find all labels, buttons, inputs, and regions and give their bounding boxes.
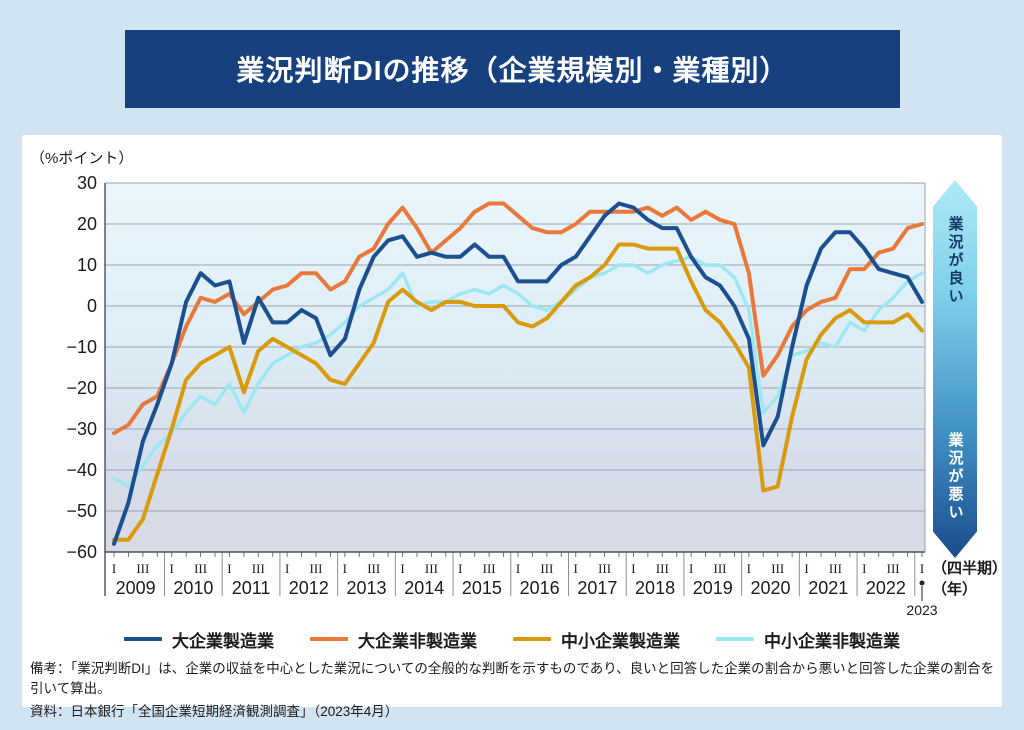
- y-axis-tick-label: 10: [77, 255, 97, 275]
- year-label: 2017: [577, 578, 617, 598]
- quarter-label-q1: I: [862, 561, 866, 576]
- quarter-label-q1: I: [343, 561, 347, 576]
- y-axis-tick-label: −20: [66, 378, 97, 398]
- note-remark: 備考：「業況判断DI」は、企業の収益を中心とした業況についての全般的な判断を示す…: [30, 661, 995, 696]
- year-label: 2022: [866, 578, 906, 598]
- business-condition-gradient-arrow-icon: 業況が良い 業況が悪い: [933, 180, 977, 558]
- legend-label: 中小企業非製造業: [764, 631, 900, 651]
- legend-line-swatch-icon: [513, 637, 551, 641]
- year-label: 2011: [232, 578, 271, 598]
- quarter-label-q1: I: [804, 561, 808, 576]
- quarter-label-q3: III: [714, 561, 727, 576]
- y-axis-tick-label: −60: [66, 542, 97, 562]
- note-source: 資料：日本銀行「全国企業短期経済観測調査」（2023年4月）: [30, 704, 399, 720]
- legend-label: 大企業非製造業: [358, 631, 477, 651]
- quarter-label-q3: III: [887, 561, 900, 576]
- quarter-label-q1: I: [170, 561, 174, 576]
- plot-background: [105, 183, 925, 552]
- quarter-label-q3: III: [136, 561, 149, 576]
- quarter-label-q1: I: [516, 561, 520, 576]
- quarter-label-q3: III: [540, 561, 553, 576]
- series-line-中小企業製造業: [112, 242, 924, 542]
- y-axis-tick-label: −40: [66, 460, 97, 480]
- series-line-大企業非製造業: [112, 201, 924, 436]
- year-label: 2016: [520, 578, 560, 598]
- year-label: 2019: [693, 578, 733, 598]
- year-label: 2020: [750, 578, 790, 598]
- legend-line-swatch-icon: [716, 637, 754, 641]
- legend: 大企業製造業 大企業非製造業 中小企業製造業 中小企業非製造業: [22, 625, 1002, 653]
- quarter-label-q3: III: [483, 561, 496, 576]
- year-label: 2010: [173, 578, 213, 598]
- quarter-label-q3: III: [194, 561, 207, 576]
- chart-card: （%ポイント） 30 20 10 0 −10 −20 −30 −40 −50 −60 I III 200…: [22, 135, 1002, 719]
- year-label: 2009: [116, 578, 156, 598]
- year-label: 2014: [404, 578, 444, 598]
- y-axis-tick-label: 30: [77, 173, 97, 193]
- y-axis-tick-label: 20: [77, 214, 97, 234]
- page-title: 業況判断DIの推移（企業規模別・業種別）: [236, 55, 789, 86]
- quarter-label-q3: III: [425, 561, 438, 576]
- final-year-dot-icon: [919, 580, 925, 586]
- legend-item: 中小企業非製造業: [716, 627, 900, 652]
- legend-item: 大企業非製造業: [310, 627, 477, 652]
- quarter-label-q3: III: [252, 561, 265, 576]
- quarter-label-q1: I: [400, 561, 404, 576]
- legend-line-swatch-icon: [124, 637, 162, 641]
- legend-label: 大企業製造業: [172, 631, 274, 651]
- year-label: 2015: [462, 578, 502, 598]
- quarter-label-q1: I: [458, 561, 462, 576]
- quarter-label-q1: I: [112, 561, 116, 576]
- year-label: 2021: [808, 578, 848, 598]
- y-axis-tick-label: −50: [66, 501, 97, 521]
- legend-label: 中小企業製造業: [561, 631, 680, 651]
- axis-note-quarter: （四半期）: [932, 559, 1002, 577]
- quarter-label-q3: III: [829, 561, 842, 576]
- quarter-label-q1: I: [747, 561, 751, 576]
- quarter-label-q3: III: [771, 561, 784, 576]
- arrow-label-good: 業況が良い: [946, 216, 964, 306]
- year-label: 2013: [346, 578, 386, 598]
- legend-line-swatch-icon: [310, 637, 348, 641]
- quarter-label-q3: III: [656, 561, 669, 576]
- y-axis-tick-label: −10: [66, 337, 97, 357]
- notes: 備考：「業況判断DI」は、企業の収益を中心とした業況についての全般的な判断を示す…: [30, 659, 996, 726]
- quarter-label-q3: III: [598, 561, 611, 576]
- year-label: 2012: [289, 578, 329, 598]
- series-line-大企業製造業: [112, 201, 924, 546]
- y-axis-tick-label: −30: [66, 419, 97, 439]
- title-banner: 業況判断DIの推移（企業規模別・業種別）: [125, 30, 900, 108]
- y-axis-tick-label: 0: [87, 296, 97, 316]
- legend-item: 大企業製造業: [124, 627, 274, 652]
- quarter-label-q3: III: [367, 561, 380, 576]
- quarter-label-q1: I: [631, 561, 635, 576]
- quarter-label-q3: III: [310, 561, 323, 576]
- arrow-label-bad: 業況が悪い: [946, 432, 964, 522]
- quarter-label-q1: I: [285, 561, 289, 576]
- final-year-label: 2023: [906, 602, 937, 618]
- quarter-label-q1: I: [689, 561, 693, 576]
- year-label: 2018: [635, 578, 675, 598]
- axis-note-year: （年）: [932, 580, 977, 598]
- legend-item: 中小企業製造業: [513, 627, 680, 652]
- y-axis-unit-label: （%ポイント）: [30, 150, 134, 167]
- quarter-label-q1: I: [574, 561, 578, 576]
- quarter-label-q1: I: [227, 561, 231, 576]
- quarter-label-final: I: [920, 561, 924, 576]
